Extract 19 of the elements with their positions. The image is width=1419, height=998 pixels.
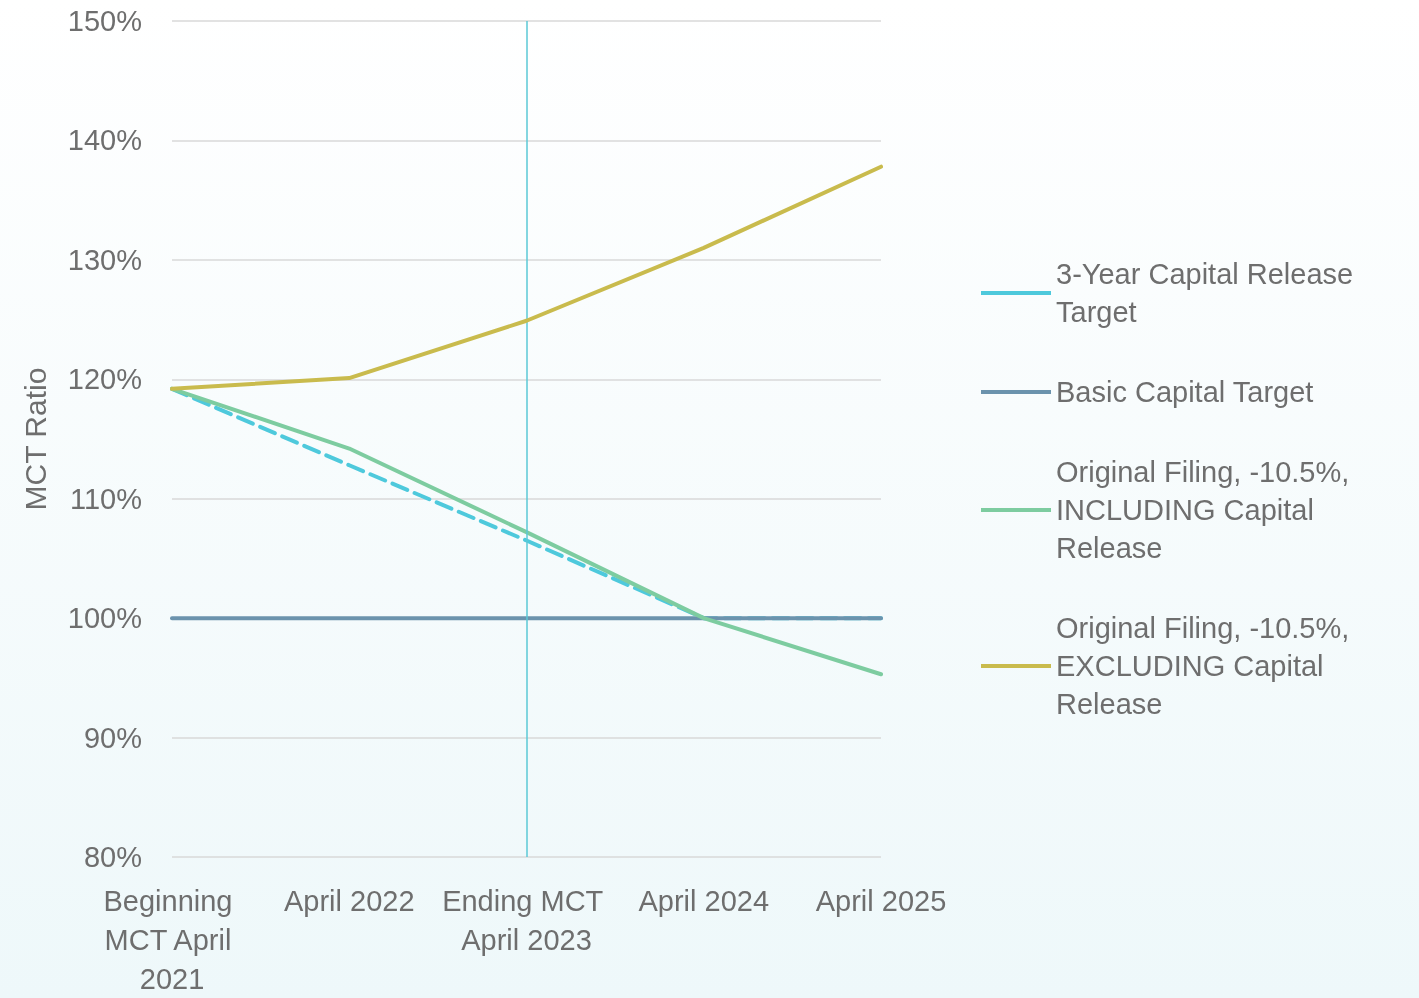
y-tick-label: 100% (67, 602, 142, 635)
y-tick-label: 110% (69, 482, 142, 515)
legend-label: 3-Year Capital Release Target (1056, 258, 1362, 328)
legend-label: Basic Capital Target (1056, 376, 1314, 408)
y-tick-label: 90% (83, 721, 142, 754)
x-tick-label: Beginning MCT April 2021 (103, 884, 241, 995)
x-tick-label: April 2024 (638, 884, 770, 917)
legend-label: Original Filing, -10.5%, EXCLUDING Capital Release (1056, 612, 1358, 720)
y-tick-label: 80% (83, 841, 142, 873)
y-tick-label: 130% (67, 243, 142, 276)
line-series (170, 164, 883, 391)
y-tick-label: 150% (67, 5, 142, 37)
legend-label: Original Filing, -10.5%, INCLUDING Capital Release (1056, 456, 1358, 564)
x-tick-label: April 2022 (283, 884, 415, 917)
y-tick-label: 120% (67, 363, 142, 396)
y-axis-title: MCT Ratio (18, 367, 52, 511)
x-tick-label: April 2025 (815, 884, 947, 917)
y-tick-label: 140% (67, 124, 142, 157)
x-tick-label: Ending MCT April 2023 (442, 884, 611, 956)
